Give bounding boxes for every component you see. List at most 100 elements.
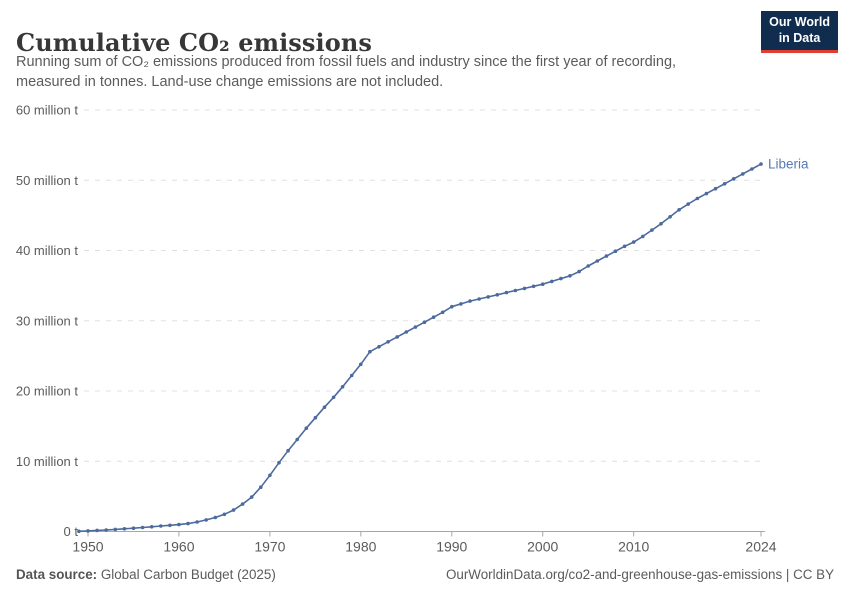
data-point — [186, 521, 190, 526]
data-point — [113, 527, 118, 532]
data-point — [631, 240, 636, 244]
chart-subtitle: Running sum of CO₂ emissions produced fr… — [16, 52, 736, 92]
chart-title: Cumulative CO₂ emissions — [16, 28, 373, 58]
data-point — [595, 259, 600, 263]
data-point — [386, 340, 390, 344]
data-point — [395, 335, 400, 339]
x-axis-tick-label: 1990 — [436, 539, 467, 555]
chart-subtitle-line-1: Running sum of CO₂ emissions produced fr… — [16, 54, 677, 70]
data-point — [486, 295, 491, 299]
data-source-label: Data source: — [16, 567, 98, 582]
logo-line-1: Our World — [769, 15, 830, 29]
data-point — [131, 526, 136, 530]
data-point — [622, 244, 627, 249]
data-point — [495, 293, 500, 297]
x-axis-tick-label: 2024 — [745, 539, 776, 555]
chart-footer: Data source: Global Carbon Budget (2025)… — [16, 567, 834, 582]
data-point — [340, 385, 345, 389]
data-point — [149, 525, 154, 529]
data-point — [686, 202, 690, 206]
data-point — [431, 315, 436, 320]
x-axis-tick-label: 2010 — [618, 539, 649, 555]
data-source-note: Data source: Global Carbon Budget (2025) — [16, 567, 276, 582]
data-point — [268, 473, 272, 478]
data-point — [213, 515, 218, 520]
data-point — [204, 518, 208, 522]
data-point — [586, 264, 590, 268]
data-point — [568, 274, 572, 278]
data-point — [295, 437, 300, 442]
data-point — [322, 405, 327, 410]
data-point — [140, 525, 145, 530]
data-point — [240, 502, 245, 506]
data-point — [713, 186, 718, 191]
our-world-in-data-logo[interactable]: Our World in Data — [761, 11, 838, 53]
data-point — [750, 167, 754, 171]
data-point — [659, 222, 663, 226]
data-point — [741, 172, 745, 176]
data-point — [722, 182, 727, 186]
data-point — [277, 460, 281, 465]
data-point — [368, 349, 372, 354]
y-axis-tick-label: 10 million t — [16, 454, 79, 469]
chart-subtitle-line-2: measured in tonnes. Land-use change emis… — [16, 74, 444, 90]
data-point — [104, 528, 108, 532]
data-point — [468, 299, 472, 303]
data-point — [413, 325, 418, 329]
data-point — [477, 297, 481, 301]
x-axis-tick-label: 1970 — [254, 539, 285, 555]
y-axis-tick-label: 30 million t — [16, 313, 79, 328]
data-point — [440, 310, 445, 315]
data-point — [668, 215, 672, 219]
data-point — [559, 276, 563, 281]
data-point — [86, 529, 90, 533]
data-point — [286, 448, 290, 453]
data-point — [304, 426, 309, 431]
data-source-value: Global Carbon Budget (2025) — [97, 567, 276, 582]
data-point — [259, 485, 263, 490]
data-point — [359, 362, 363, 367]
data-point — [249, 495, 254, 499]
y-axis-tick-label: 20 million t — [16, 384, 79, 399]
data-point — [759, 162, 763, 166]
x-axis-tick-label: 1950 — [72, 539, 103, 555]
data-point — [177, 522, 181, 527]
data-point — [231, 508, 236, 512]
data-point — [550, 279, 554, 284]
data-point — [450, 304, 454, 309]
data-point — [377, 344, 381, 349]
data-point — [540, 282, 545, 287]
y-axis-tick-label: 50 million t — [16, 173, 79, 188]
data-point — [522, 286, 527, 291]
y-axis-tick-label: 40 million t — [16, 243, 79, 258]
data-point — [349, 373, 354, 378]
series-end-label: Liberia — [768, 157, 809, 172]
data-point — [695, 196, 700, 201]
data-point — [331, 395, 336, 400]
data-point — [313, 415, 318, 420]
data-point — [459, 302, 463, 306]
data-point — [513, 288, 518, 293]
y-axis-tick-label: 60 million t — [16, 103, 79, 118]
data-point — [159, 524, 163, 528]
data-point — [613, 249, 618, 253]
x-axis-tick-label: 1960 — [163, 539, 194, 555]
data-point — [77, 529, 81, 534]
data-point — [95, 528, 99, 533]
data-point — [704, 191, 709, 196]
y-axis-tick-label: 0 t — [64, 524, 79, 539]
x-axis-tick-label: 2000 — [527, 539, 558, 555]
emissions-line — [78, 163, 762, 533]
data-point — [604, 254, 609, 258]
data-point — [195, 520, 199, 524]
data-point — [504, 290, 509, 295]
data-point — [650, 228, 654, 232]
data-point — [122, 527, 127, 531]
data-point — [404, 330, 409, 334]
data-point — [577, 269, 581, 274]
data-point — [641, 234, 645, 239]
license-note[interactable]: OurWorldinData.org/co2-and-greenhouse-ga… — [445, 567, 834, 582]
data-point — [677, 208, 681, 212]
